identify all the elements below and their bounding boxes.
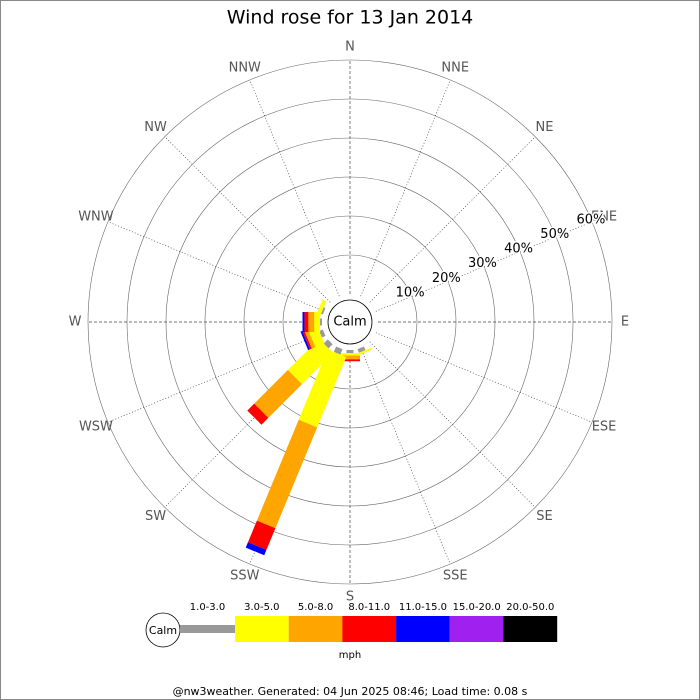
direction-label: WNW <box>78 209 114 224</box>
wind-bar <box>300 330 310 351</box>
spoke <box>249 79 340 297</box>
direction-label: ESE <box>592 420 617 435</box>
wind-bar <box>256 419 318 529</box>
legend-swatch <box>342 616 397 642</box>
wind-bar <box>308 312 315 332</box>
r-tick-label: 20% <box>432 271 461 286</box>
legend-label: 8.0-11.0 <box>348 602 390 613</box>
spoke <box>375 221 593 312</box>
spoke <box>369 136 536 303</box>
direction-label: NE <box>535 120 553 135</box>
r-tick-label: 50% <box>540 227 569 242</box>
wind-bar <box>340 353 360 356</box>
wind-bar <box>302 330 312 350</box>
spoke <box>107 221 325 312</box>
direction-label: ENE <box>591 209 617 224</box>
direction-label: WSW <box>79 420 113 435</box>
direction-label: NNW <box>229 60 261 75</box>
legend-label: 3.0-5.0 <box>244 602 279 613</box>
wind-bar <box>287 338 334 385</box>
legend-label: 11.0-15.0 <box>399 602 447 613</box>
direction-label: NW <box>144 120 167 135</box>
wind-bar <box>357 346 366 353</box>
wind-bar <box>304 312 309 332</box>
wind-bar <box>320 318 322 326</box>
spoke <box>164 136 331 303</box>
legend-label: 20.0-50.0 <box>506 602 554 613</box>
legend-label: 1.0-3.0 <box>190 602 225 613</box>
direction-label: SSW <box>230 569 260 584</box>
wind-bar <box>323 339 333 349</box>
direction-label: SW <box>145 509 166 524</box>
r-tick-label: 30% <box>468 256 497 271</box>
wind-bar <box>314 299 327 320</box>
legend-swatch <box>180 625 235 633</box>
legend-swatch <box>235 616 289 642</box>
spoke <box>375 332 593 423</box>
r-tick-label: 60% <box>576 212 605 227</box>
legend-label: 15.0-20.0 <box>453 602 501 613</box>
wind-bar <box>346 350 354 354</box>
calm-circle <box>327 299 373 345</box>
wind-bar <box>333 346 343 355</box>
r-tick-label: 10% <box>396 285 425 300</box>
spoke <box>107 332 325 423</box>
wind-bar <box>298 349 347 428</box>
calm-label: Calm <box>333 315 366 330</box>
direction-label: NNE <box>441 60 469 75</box>
legend-swatch <box>288 616 343 642</box>
grid-ring <box>282 254 418 390</box>
chart-title: Wind rose for 13 Jan 2014 <box>227 7 474 29</box>
legend-unit: mph <box>339 650 361 661</box>
spoke <box>360 79 451 297</box>
wind-bar <box>245 542 267 556</box>
grid-ring <box>87 59 613 585</box>
wind-bar <box>320 307 326 315</box>
legend-label: 5.0-8.0 <box>298 602 333 613</box>
r-tick-label: 40% <box>504 242 533 257</box>
direction-label: S <box>346 590 354 605</box>
spoke <box>360 347 451 565</box>
legend-swatch <box>449 616 504 642</box>
spoke <box>369 341 536 508</box>
wind-bar <box>302 312 305 332</box>
direction-label: W <box>69 315 82 330</box>
footer: @nw3weather. Generated: 04 Jun 2025 08:4… <box>173 685 528 698</box>
legend-swatch <box>396 616 450 642</box>
direction-label: N <box>345 40 355 55</box>
wind-bar <box>319 329 326 338</box>
wind-bar <box>247 520 276 550</box>
direction-label: SE <box>536 509 552 524</box>
direction-label: SSE <box>443 569 468 584</box>
wind-bar <box>247 403 269 425</box>
wind-bar <box>304 328 316 349</box>
direction-label: E <box>621 315 629 330</box>
legend-swatch <box>503 616 558 642</box>
wind-bar <box>254 370 302 418</box>
legend-calm-label: Calm <box>149 624 177 637</box>
